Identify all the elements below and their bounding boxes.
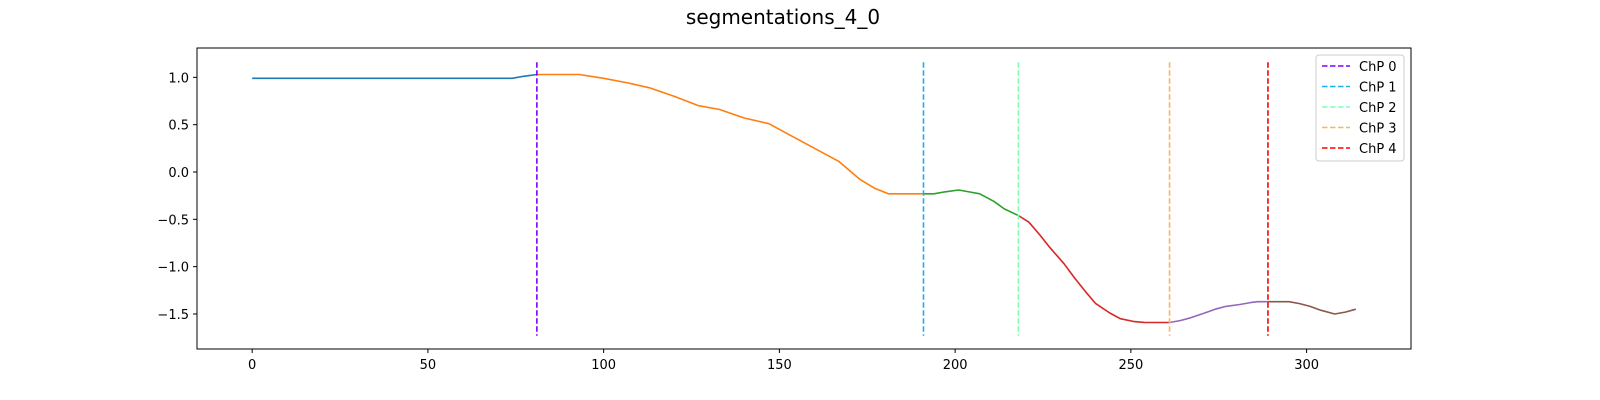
series-line-segment-4 (1169, 300, 1268, 324)
x-tick-label: 200 (943, 358, 968, 373)
legend-label-1: ChP 1 (1359, 81, 1397, 96)
x-tick-label: 100 (591, 358, 616, 373)
legend-label-3: ChP 3 (1359, 122, 1397, 137)
legend-box (1315, 54, 1405, 162)
y-tick-label: 0.0 (168, 166, 189, 181)
y-tick-label: 0.5 (168, 119, 189, 134)
series-line-segment-5 (1267, 300, 1357, 315)
plot-frame (196, 47, 1412, 350)
y-tick-label: −1.0 (157, 261, 189, 276)
legend-label-0: ChP 0 (1359, 60, 1397, 75)
x-tick-label: 0 (248, 358, 256, 373)
legend-label-4: ChP 4 (1359, 142, 1397, 157)
series-line-segment-0 (252, 73, 538, 80)
y-tick-label: −1.5 (157, 308, 189, 323)
series-line-segment-1 (536, 73, 924, 195)
y-tick-label: −0.5 (157, 213, 189, 228)
x-tick-label: 50 (420, 358, 437, 373)
series-line-segment-2 (923, 189, 1019, 217)
series-line-segment-3 (1017, 214, 1170, 324)
x-tick-label: 150 (767, 358, 792, 373)
y-tick-label: 1.0 (168, 71, 189, 86)
x-tick-label: 250 (1118, 358, 1143, 373)
chart-title: segmentations_4_0 (686, 5, 880, 29)
legend-label-2: ChP 2 (1359, 101, 1397, 116)
x-tick-label: 300 (1294, 358, 1319, 373)
